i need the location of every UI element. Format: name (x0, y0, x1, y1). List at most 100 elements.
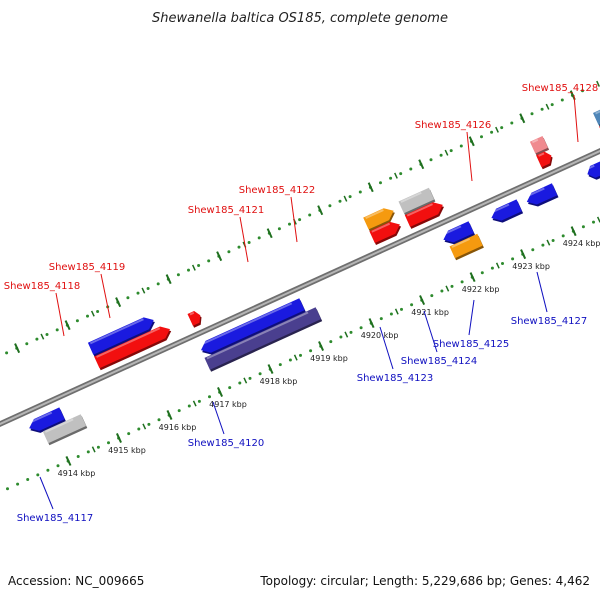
tick-label: 4921 kbp (411, 308, 449, 317)
tick-dot (136, 291, 140, 295)
gene-feature (529, 136, 550, 156)
tick-dot (127, 432, 131, 436)
tick-dot (237, 245, 241, 249)
tick-dot (541, 243, 545, 247)
gene-highlight (586, 164, 595, 170)
accession-label: Accession: NC_009665 (8, 574, 144, 588)
tick-mark (64, 320, 71, 331)
gene-label: Shew185_4119 (49, 262, 126, 273)
tick-mark (368, 318, 375, 329)
tick-mark-minor (344, 331, 349, 338)
gene-leader-line (468, 299, 475, 336)
tick-dot (511, 257, 515, 261)
tick-mark-minor (142, 423, 147, 430)
tick-dot (107, 441, 110, 445)
tick-label: 4920 kbp (361, 331, 399, 340)
tick-dot (278, 363, 282, 367)
gene-body (187, 311, 201, 326)
tick-mark-minor (191, 264, 196, 271)
tick-mark (165, 274, 172, 285)
tick-dot (299, 353, 302, 357)
gene-leader-line (466, 131, 473, 182)
gene-feature (200, 298, 306, 355)
tick-dot (379, 181, 382, 185)
gene-feature (42, 414, 88, 446)
tick-dot (248, 376, 252, 380)
tick-dot (86, 450, 90, 454)
tick-dot (6, 487, 9, 491)
tick-dot (208, 395, 211, 399)
gene-body (94, 326, 170, 369)
tick-label: 4918 kbp (260, 377, 298, 386)
gene-highlight (44, 418, 74, 433)
tick-dot (238, 381, 242, 385)
gene-feature (593, 109, 600, 127)
tick-dot (450, 284, 454, 288)
tick-dot (348, 195, 352, 199)
tick-label: 4923 kbp (512, 262, 550, 271)
tick-dot (156, 282, 160, 286)
tick-dot (86, 314, 89, 318)
tick-mark (267, 364, 274, 374)
gene-feature (490, 199, 524, 223)
tick-dot (258, 372, 262, 376)
gene-leader-line (379, 326, 394, 370)
gene-body (42, 414, 87, 444)
gene-label: Shew185_4120 (188, 438, 265, 449)
gene-leader-line (39, 476, 54, 510)
gene-highlight (451, 237, 471, 248)
tick-mark-minor (545, 103, 550, 110)
gene-feature (204, 307, 323, 372)
tick-mark (318, 341, 325, 352)
tick-mark (166, 410, 173, 420)
gene-highlight (200, 302, 293, 346)
tick-dot (137, 427, 141, 431)
tick-mark-minor (293, 354, 298, 361)
tick-dot (147, 422, 151, 426)
tick-dot (449, 149, 453, 153)
gene-label: Shew185_4127 (511, 316, 588, 327)
tick-dot (56, 464, 60, 468)
genome-backbone-highlight (0, 149, 600, 426)
gene-body (526, 183, 558, 205)
gene-highlight (526, 187, 545, 198)
tick-dot (430, 294, 434, 298)
tick-dot (257, 236, 261, 240)
tick-dot (592, 220, 595, 224)
tick-dot (96, 310, 100, 313)
tick-mark-minor (546, 239, 551, 246)
gene-body (87, 317, 154, 355)
gene-highlight (28, 411, 53, 424)
tick-mark (367, 182, 374, 193)
tick-dot (510, 121, 514, 125)
tick-dot (96, 445, 100, 449)
tick-dot (228, 386, 232, 390)
tick-dot (500, 126, 504, 130)
gene-highlight (538, 152, 545, 157)
tick-mark (519, 113, 526, 124)
tick-mark (468, 136, 475, 147)
tick-label: 4919 kbp (310, 354, 348, 363)
tick-dot (339, 335, 343, 339)
gene-feature (87, 317, 155, 357)
gene-body (398, 187, 435, 214)
tick-dot (490, 266, 494, 270)
tick-mark (469, 272, 476, 283)
tick-dot (329, 340, 333, 344)
gene-feature (442, 221, 476, 245)
tick-ruler-top (5, 80, 600, 355)
gene-body (29, 407, 65, 431)
tick-dot (36, 473, 40, 477)
gene-highlight (442, 225, 462, 236)
tick-dot (490, 130, 494, 134)
gene-highlight (371, 222, 391, 233)
tick-mark (570, 226, 577, 237)
tick-label: 4916 kbp (159, 423, 197, 432)
tick-mark-minor (343, 195, 348, 202)
gene-highlight (531, 138, 539, 144)
tick-dot (561, 234, 565, 238)
tick-dot (400, 307, 403, 311)
gene-feature (363, 208, 395, 232)
tick-mark (520, 249, 527, 260)
